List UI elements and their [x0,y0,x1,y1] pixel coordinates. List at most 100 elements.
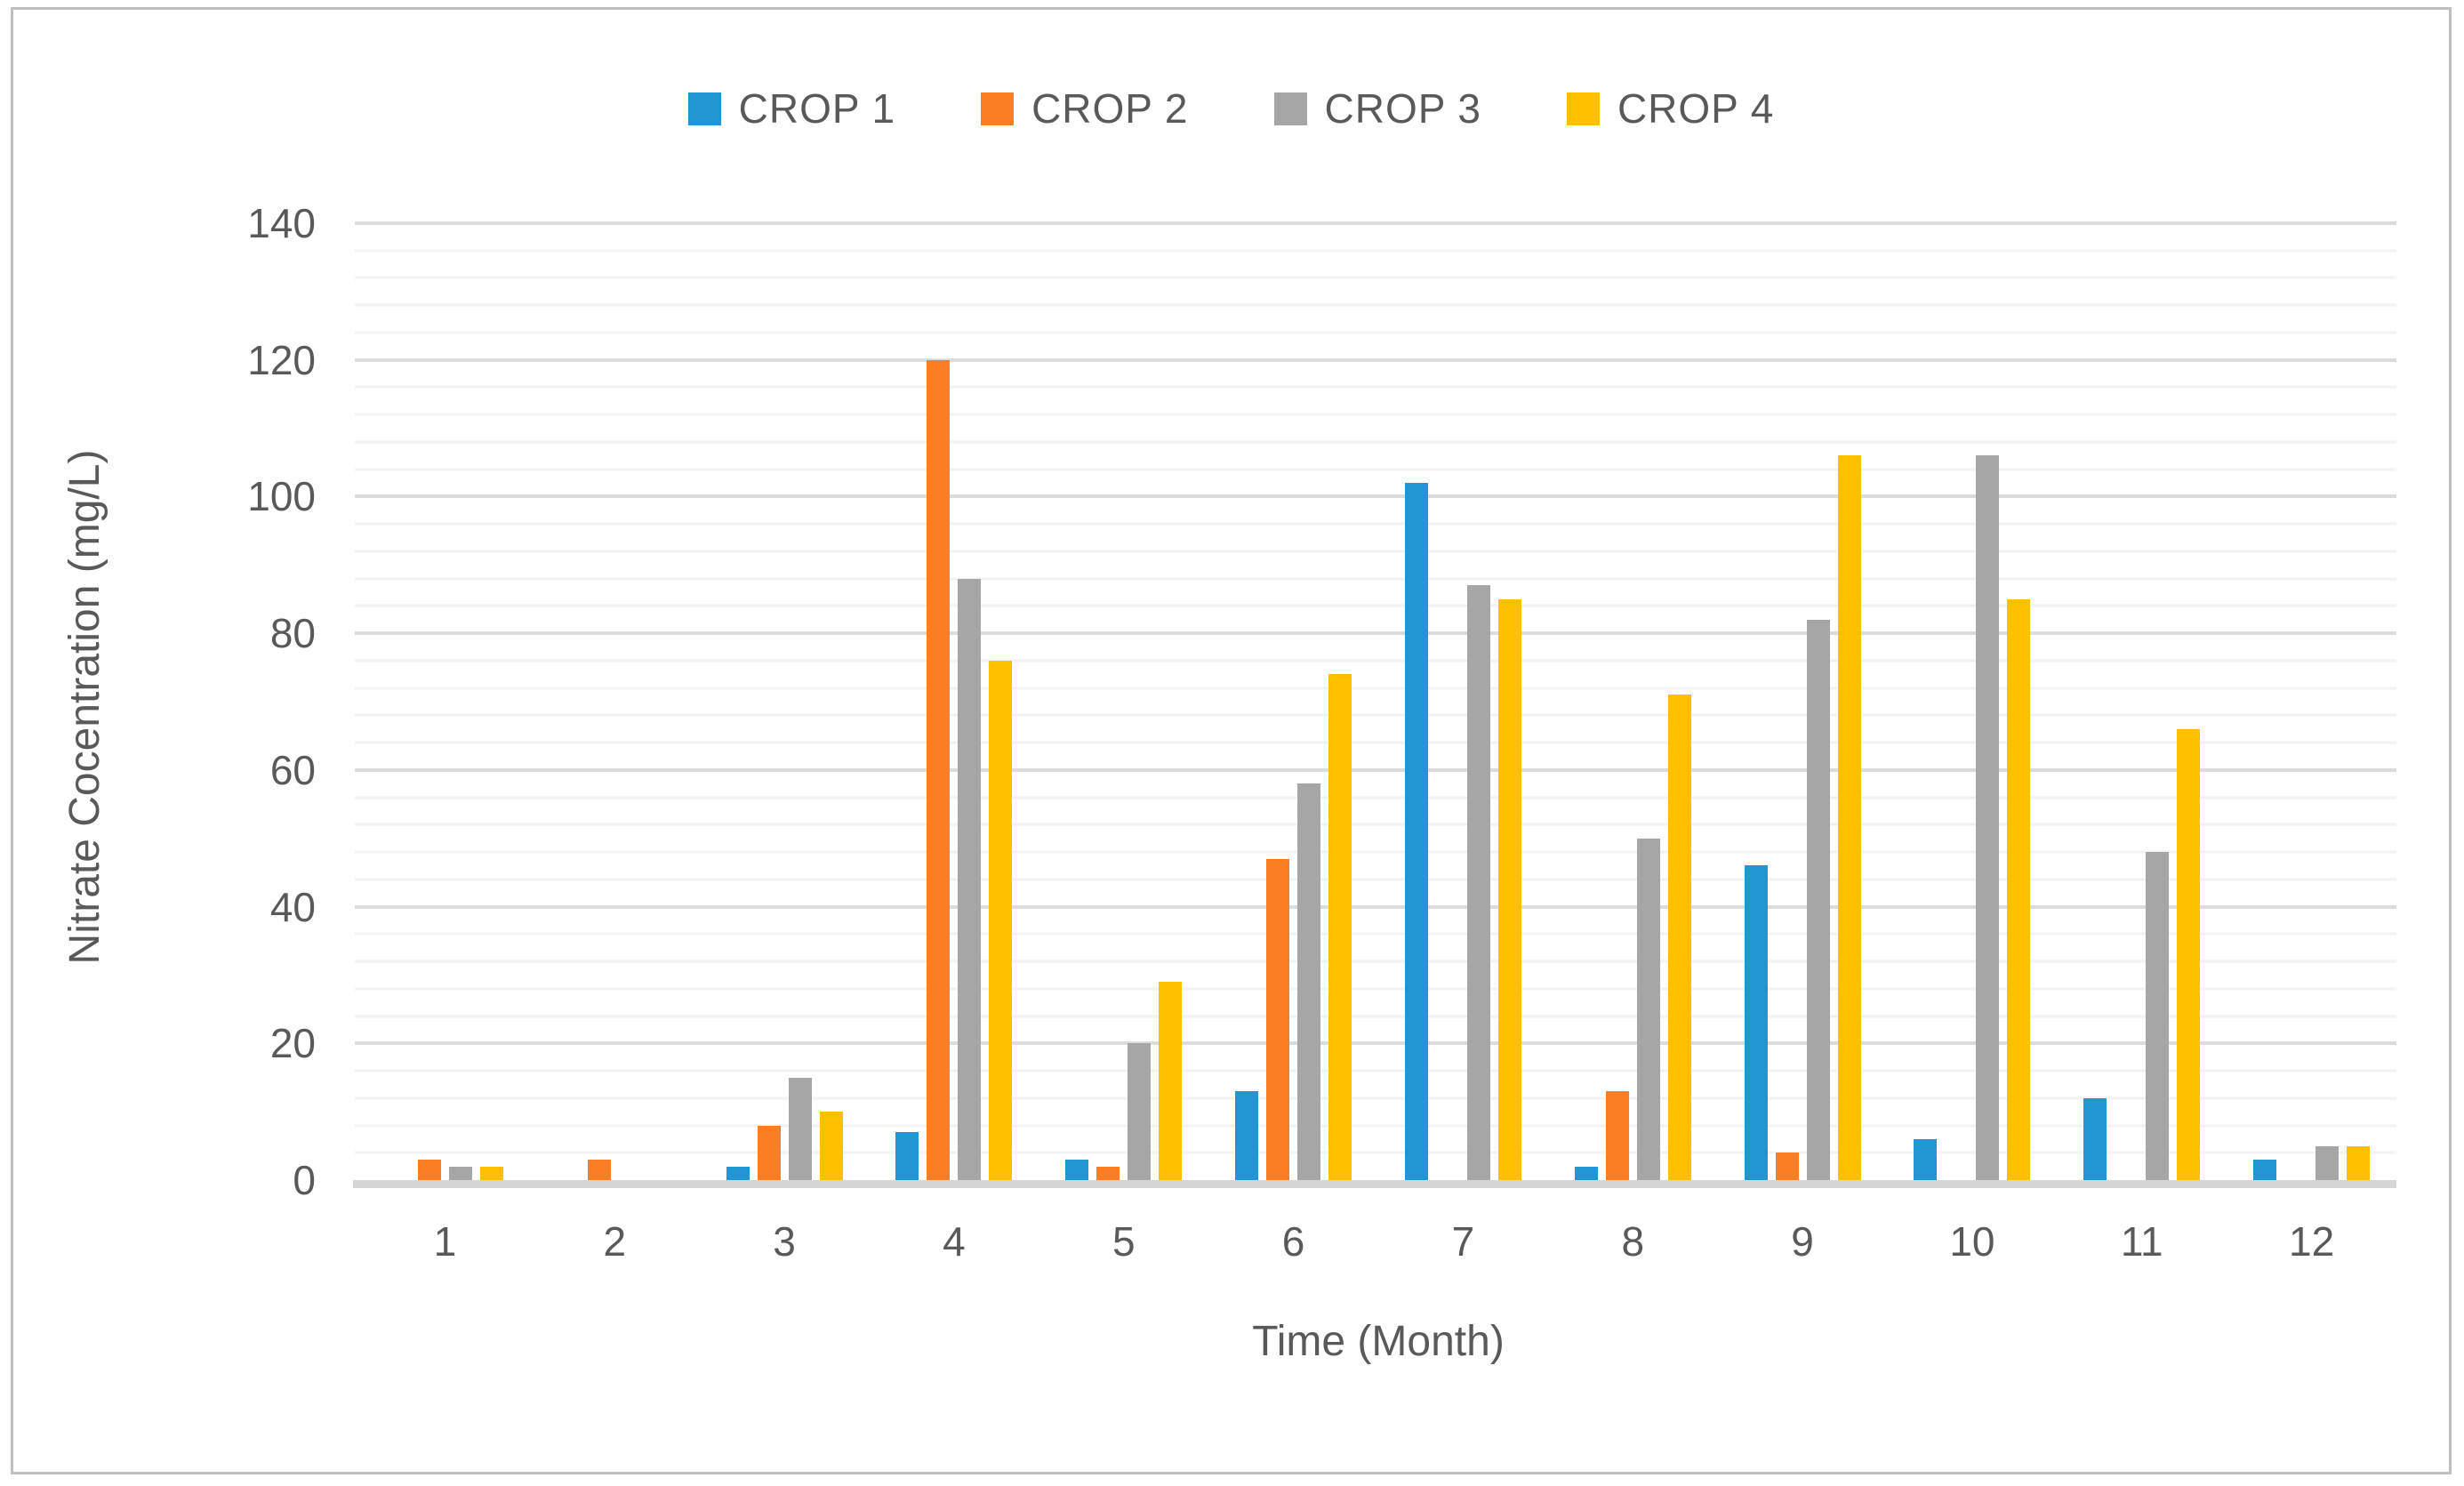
bar-crop-1-month-6 [1235,1091,1259,1180]
minor-gridline [355,1124,2396,1127]
x-tick-label-3: 3 [773,1218,796,1265]
legend-label: CROP 4 [1617,85,1775,132]
minor-gridline [355,713,2396,717]
bar-crop-3-month-9 [1806,619,1830,1180]
x-tick-label-12: 12 [2288,1218,2335,1265]
minor-gridline [355,1069,2396,1072]
legend-label: CROP 3 [1324,85,1481,132]
bar-crop-1-month-9 [1744,865,1768,1180]
minor-gridline [355,440,2396,444]
x-tick-label-4: 4 [943,1218,966,1265]
minor-gridline [355,604,2396,607]
minor-gridline [355,687,2396,690]
bar-crop-2-month-5 [1096,1166,1120,1180]
bar-crop-4-month-6 [1328,674,1352,1180]
legend-swatch-icon [1273,92,1307,125]
minor-gridline [355,878,2396,881]
bar-crop-4-month-4 [989,660,1013,1180]
legend-label: CROP 1 [738,85,896,132]
bar-crop-3-month-1 [448,1166,472,1180]
bar-crop-4-month-1 [479,1166,503,1180]
bar-crop-3-month-12 [2316,1145,2340,1180]
major-gridline [355,767,2396,772]
bar-crop-2-month-4 [927,359,951,1180]
bar-crop-4-month-5 [1159,982,1183,1180]
x-tick-label-8: 8 [1621,1218,1645,1265]
minor-gridline [355,413,2396,416]
minor-gridline [355,385,2396,389]
bar-crop-2-month-2 [587,1159,611,1180]
legend-swatch-icon [981,92,1015,125]
x-tick-label-2: 2 [603,1218,627,1265]
minor-gridline [355,960,2396,963]
y-tick-label-120: 120 [247,336,316,383]
y-tick-label-20: 20 [269,1020,316,1067]
legend-swatch-icon [1566,92,1600,125]
bar-crop-1-month-8 [1574,1166,1598,1180]
bar-crop-2-month-3 [757,1125,781,1180]
x-axis-line [353,1180,2396,1188]
y-axis-title: Nitrate Cocentration (mg/L) [61,449,108,965]
legend-label: CROP 2 [1031,85,1189,132]
minor-gridline [355,796,2396,799]
bar-crop-4-month-11 [2177,728,2201,1180]
minor-gridline [355,522,2396,526]
minor-gridline [355,577,2396,581]
bar-crop-3-month-5 [1128,1043,1152,1180]
major-gridline [355,494,2396,499]
legend: CROP 1 CROP 2 CROP 3 CROP 4 [13,77,2449,140]
x-tick-label-10: 10 [1949,1218,1995,1265]
chart-frame: CROP 1 CROP 2 CROP 3 CROP 4 Nitrate Cocentr… [11,7,2452,1474]
minor-gridline [355,1151,2396,1154]
bar-crop-3-month-6 [1297,783,1321,1180]
major-gridline [355,221,2396,225]
bar-crop-4-month-8 [1667,695,1691,1180]
minor-gridline [355,468,2396,471]
y-tick-label-60: 60 [269,746,316,793]
major-gridline [355,904,2396,909]
bar-crop-4-month-7 [1497,598,1521,1180]
minor-gridline [355,303,2396,307]
major-gridline [355,631,2396,636]
major-gridline [355,1041,2396,1046]
major-gridline [355,357,2396,362]
x-tick-label-1: 1 [433,1218,457,1265]
x-tick-label-11: 11 [2120,1218,2163,1265]
minor-gridline [355,987,2396,991]
y-tick-label-100: 100 [247,473,316,520]
bar-crop-1-month-10 [1914,1138,1938,1180]
minor-gridline [355,331,2396,334]
bar-crop-1-month-3 [726,1166,750,1180]
plot-area [353,221,2396,1188]
x-tick-label-9: 9 [1791,1218,1814,1265]
bar-crop-2-month-9 [1775,1153,1799,1180]
legend-item-crop-2: CROP 2 [981,84,1188,133]
bar-crop-3-month-7 [1466,585,1490,1180]
bar-crop-3-month-11 [2146,852,2170,1180]
minor-gridline [355,1015,2396,1018]
x-tick-label-7: 7 [1451,1218,1475,1265]
bar-crop-4-month-10 [2007,598,2031,1180]
bar-crop-4-month-9 [1837,455,1861,1180]
bar-crop-2-month-8 [1605,1091,1629,1180]
minor-gridline [355,249,2396,253]
legend-item-crop-3: CROP 3 [1273,84,1481,133]
bar-crop-2-month-1 [417,1159,441,1180]
bar-crop-1-month-5 [1065,1159,1089,1180]
bar-crop-3-month-10 [1976,455,2000,1180]
bar-crop-1-month-11 [2083,1097,2107,1180]
minor-gridline [355,1096,2396,1100]
bar-crop-4-month-3 [819,1112,843,1180]
minor-gridline [355,276,2396,279]
minor-gridline [355,659,2396,663]
minor-gridline [355,850,2396,854]
bar-crop-1-month-4 [895,1132,919,1180]
y-tick-label-40: 40 [269,883,316,930]
bar-crop-3-month-4 [958,578,982,1180]
x-axis-title: Time (Month) [1252,1318,1505,1365]
y-tick-label-80: 80 [269,610,316,657]
bar-crop-3-month-8 [1636,838,1660,1180]
minor-gridline [355,741,2396,744]
minor-gridline [355,932,2396,936]
bar-crop-1-month-7 [1404,483,1428,1180]
